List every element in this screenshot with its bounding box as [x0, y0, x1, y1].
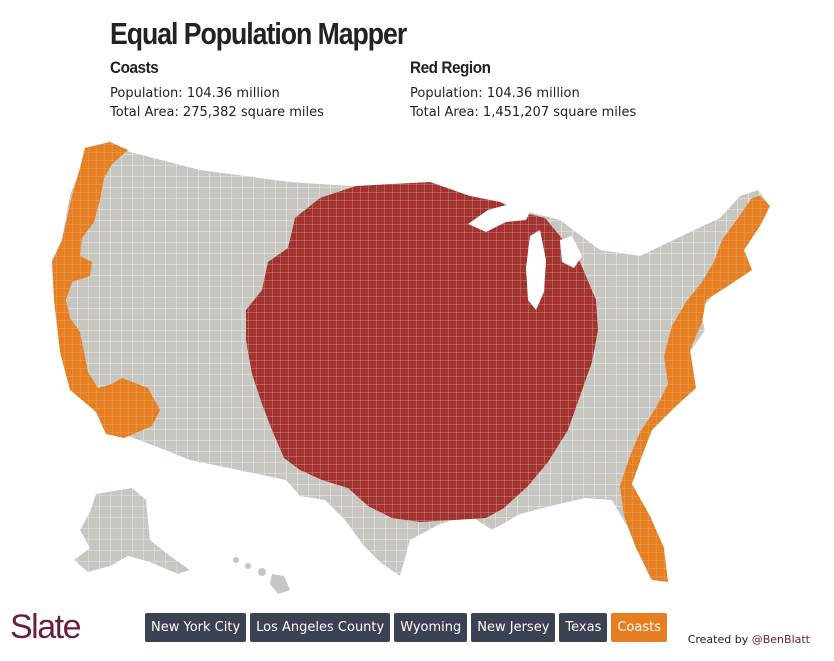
coasts-east-grid	[620, 196, 770, 582]
coasts-stats: Coasts Population: 104.36 million Total …	[110, 58, 324, 122]
button-new-jersey[interactable]: New Jersey	[471, 613, 556, 642]
us-county-map[interactable]	[0, 130, 834, 600]
coasts-name: Coasts	[110, 58, 159, 77]
credit: Created by @BenBlatt	[688, 633, 810, 646]
button-los-angeles-county[interactable]: Los Angeles County	[250, 613, 391, 642]
button-texas[interactable]: Texas	[559, 613, 608, 642]
alaska-grid	[74, 488, 190, 574]
red-region-stats: Red Region Population: 104.36 million To…	[410, 58, 636, 122]
credit-handle[interactable]: @BenBlatt	[751, 633, 810, 646]
red-region-area: Total Area: 1,451,207 square miles	[410, 105, 637, 120]
coasts-west-grid	[52, 142, 160, 438]
slate-logo: Slate	[10, 608, 82, 646]
coasts-population: Population: 104.36 million	[110, 86, 280, 101]
coasts-area: Total Area: 275,382 square miles	[110, 105, 324, 120]
red-region-population: Population: 104.36 million	[410, 86, 580, 101]
button-coasts[interactable]: Coasts	[611, 613, 667, 642]
credit-prefix: Created by	[687, 633, 749, 646]
red-region-grid	[246, 182, 598, 522]
region-buttons: New York City Los Angeles County Wyoming…	[145, 613, 667, 642]
lake-huron	[560, 236, 582, 268]
lake-michigan	[526, 230, 546, 310]
red-region-name: Red Region	[410, 58, 491, 77]
page-title: Equal Population Mapper	[110, 16, 407, 51]
button-wyoming[interactable]: Wyoming	[394, 613, 468, 642]
button-new-york-city[interactable]: New York City	[145, 613, 247, 642]
hawaii	[233, 557, 290, 594]
lake-superior	[468, 204, 532, 232]
